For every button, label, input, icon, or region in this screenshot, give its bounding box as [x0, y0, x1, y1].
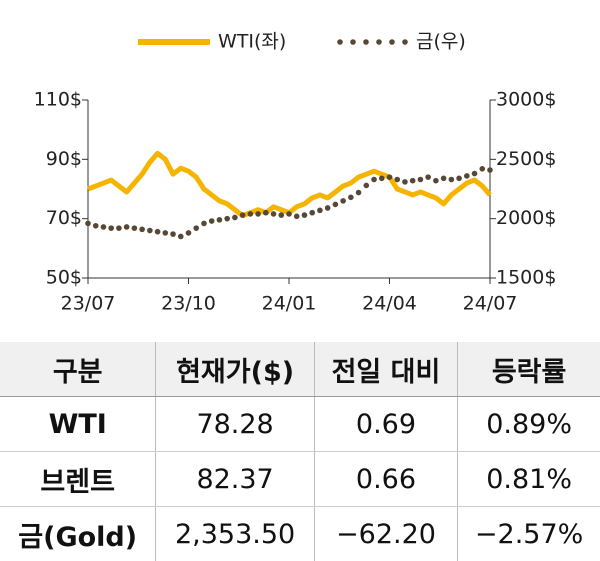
- header-cell: 등락률: [457, 342, 600, 397]
- gold-dot: [433, 177, 439, 184]
- gold-dot: [479, 166, 486, 172]
- x-tick-label: 24/07: [463, 293, 518, 315]
- price-table: 구분 현재가($) 전일 대비 등락률 WTI 78.28 0.69 0.89% 브렌트 82.…: [0, 342, 600, 561]
- y-tick-label: 50$: [46, 267, 82, 289]
- chart: 50$ 70$ 90$ 110$ 1500$ 2000$ 2500$ 3000$ 23/07 23…: [34, 31, 557, 315]
- gold-dot: [116, 225, 122, 231]
- gold-dot: [448, 176, 455, 183]
- y2-tick-label: 1500$: [496, 267, 556, 289]
- y-tick-label: 90$: [46, 148, 82, 170]
- gold-dot: [487, 167, 493, 173]
- legend-swatch: [350, 39, 356, 45]
- gold-dot: [371, 176, 377, 183]
- legend-label: 금(우): [416, 31, 466, 53]
- gold-dot: [332, 201, 339, 208]
- wti-line: [87, 150, 492, 219]
- gold-dot: [293, 213, 300, 220]
- table-cell: 0.89%: [457, 396, 600, 452]
- gold-dot: [270, 211, 277, 217]
- gold-dot: [417, 176, 424, 183]
- gold-dot: [324, 205, 331, 211]
- header-cell: 현재가($): [155, 342, 315, 397]
- gold-dot: [216, 217, 223, 223]
- gold-dot: [247, 211, 254, 217]
- gold-dot: [394, 176, 401, 183]
- gold-dot: [317, 207, 323, 214]
- gold-dot: [123, 224, 130, 230]
- legend-swatch: [389, 39, 395, 45]
- gold-dot: [402, 179, 408, 185]
- legend-swatch: [337, 39, 343, 45]
- table-cell: 0.81%: [457, 451, 600, 507]
- gold-dot: [100, 224, 107, 230]
- gold-dot: [85, 220, 91, 227]
- gold-dot: [147, 227, 153, 234]
- legend-swatch: [363, 39, 369, 45]
- x-tick-label: 23/07: [61, 293, 116, 315]
- gold-dot: [170, 231, 176, 237]
- table-cell: 82.37: [155, 451, 315, 507]
- legend-swatch: [402, 39, 408, 45]
- table-cell: 금(Gold): [18, 521, 138, 553]
- gold-dot: [378, 175, 385, 182]
- table-cell: 0.69: [313, 396, 458, 452]
- gold-dot: [232, 214, 238, 221]
- gold-dot: [154, 228, 161, 235]
- header-cell: 구분: [0, 342, 156, 397]
- gold-dot: [301, 212, 308, 218]
- y2-tick-label: 2000$: [496, 207, 556, 229]
- gold-dot: [201, 220, 207, 227]
- gold-dot: [348, 194, 354, 201]
- gold-dot: [464, 173, 470, 179]
- gold-dot: [208, 218, 215, 224]
- gold-dot: [162, 230, 169, 236]
- gold-dot: [440, 175, 447, 182]
- gold-dot: [239, 212, 246, 218]
- y-tick-label: 70$: [46, 207, 82, 229]
- gold-dot: [177, 233, 184, 240]
- gold-dot: [185, 230, 192, 236]
- table-cell: −62.20: [313, 506, 458, 561]
- legend-label: WTI(좌): [218, 31, 286, 53]
- table-cell: 0.66: [313, 451, 458, 507]
- gold-dot: [92, 222, 99, 229]
- gold-dot: [139, 226, 145, 233]
- gold-dot: [224, 215, 230, 222]
- gold-dot: [309, 209, 315, 216]
- table-cell: WTI: [0, 396, 156, 452]
- table-cell: 2,353.50: [155, 506, 315, 561]
- gold-dot: [263, 209, 269, 216]
- table-row: 브렌트 82.37 0.66 0.81%: [0, 451, 600, 507]
- gold-dot: [340, 198, 346, 204]
- table-cell: −2.57%: [457, 506, 600, 561]
- gold-dot: [131, 225, 138, 231]
- y2-tick-label: 2500$: [496, 148, 556, 170]
- gold-dot: [425, 174, 431, 180]
- gold-dot: [278, 212, 285, 218]
- gold-dot: [386, 174, 393, 180]
- gold-dot: [456, 175, 462, 182]
- gold-dot: [363, 182, 370, 189]
- gold-dot: [355, 189, 362, 196]
- gold-dot: [409, 177, 416, 184]
- legend-swatch: [376, 39, 382, 45]
- gold-dot: [286, 211, 292, 217]
- gold-dot: [108, 225, 114, 231]
- gold-dot: [471, 170, 478, 177]
- table-row: WTI 78.28 0.69 0.89%: [0, 396, 600, 452]
- header-row: 구분 현재가($) 전일 대비 등락률: [0, 342, 600, 397]
- gold-dot: [193, 225, 200, 231]
- y2-tick-label: 3000$: [496, 89, 556, 111]
- x-tick-label: 24/04: [362, 293, 417, 315]
- table-cell: 78.28: [155, 396, 315, 452]
- x-tick-label: 23/10: [161, 293, 216, 315]
- y-tick-label: 110$: [34, 89, 82, 111]
- table-cell: 브렌트: [0, 451, 156, 507]
- x-tick-label: 24/01: [262, 293, 317, 315]
- gold-dot: [255, 211, 261, 217]
- table-row: 금(Gold) 2,353.50 −62.20 −2.57%: [0, 506, 600, 561]
- header-cell: 전일 대비: [313, 342, 458, 397]
